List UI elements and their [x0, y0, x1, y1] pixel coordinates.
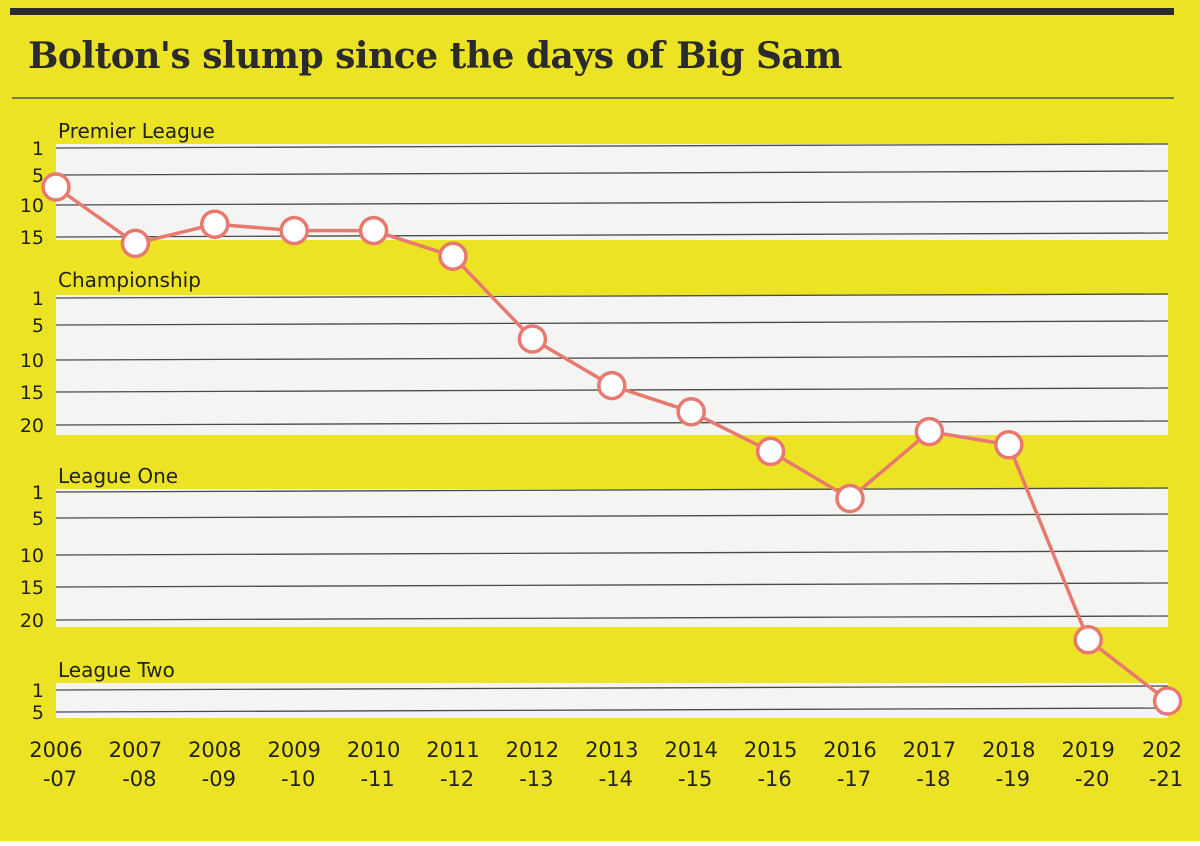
- season-label-202-21-suffix: -21: [1149, 767, 1183, 791]
- season-label-2009-10-suffix: -10: [281, 767, 315, 791]
- data-point-4: [279, 215, 309, 246]
- band-league-one: [56, 489, 1168, 627]
- season-label-2016-17-suffix: -17: [837, 767, 871, 791]
- season-label-2012-13-suffix: -13: [519, 767, 553, 791]
- data-point-13: [994, 430, 1024, 460]
- tick-label-league-two-5: 5: [32, 702, 44, 724]
- season-label-2014-15-suffix: -15: [678, 767, 712, 791]
- data-point-9: [676, 397, 706, 427]
- line-segment-14: [1086, 638, 1170, 703]
- data-point-14: [1073, 625, 1103, 655]
- line-segment-10: [768, 449, 852, 501]
- tick-label-league-one-15: 15: [20, 577, 44, 599]
- tick-label-championship-1: 1: [32, 288, 44, 310]
- season-label-2011-12-suffix: -12: [440, 767, 474, 791]
- line-segment-6: [451, 254, 535, 341]
- league-bands: [55, 143, 1169, 718]
- season-label-2018-19-year: 2018: [982, 738, 1035, 762]
- season-axis: 2006 -07 2007 -08 2008 -09 2009 -10 2010 -11 2011 -…: [29, 738, 1183, 791]
- line-segment-9: [689, 410, 773, 454]
- tick-label-championship-20: 20: [20, 415, 44, 437]
- season-label-2008-09-suffix: -09: [202, 767, 236, 791]
- tick-label-championship-5: 5: [32, 315, 44, 337]
- gridline-championship-10: [55, 355, 1169, 361]
- season-label-2019-20-year: 2019: [1061, 738, 1114, 762]
- season-label-2007-08-suffix: -08: [122, 767, 156, 791]
- tick-label-premier-league-15: 15: [20, 227, 44, 249]
- season-label-2016-17-year: 2016: [823, 738, 876, 762]
- data-point-3: [200, 209, 230, 239]
- season-label-202-21-year: 202: [1142, 738, 1182, 762]
- data-point-6: [438, 241, 468, 271]
- season-label-2013-14-year: 2013: [585, 738, 638, 762]
- band-premier-league: [56, 144, 1168, 240]
- line-segment-7: [530, 337, 614, 388]
- tick-label-league-one-5: 5: [32, 508, 44, 530]
- league-label-championship: Championship: [58, 268, 201, 292]
- season-label-2012-13-year: 2012: [506, 738, 559, 762]
- gridline-premier-league-15: [55, 232, 1169, 238]
- gridline-premier-league-1: [55, 143, 1169, 149]
- data-point-10: [755, 436, 786, 467]
- data-point-15: [1152, 686, 1183, 716]
- data-point-1: [41, 172, 71, 202]
- season-label-2009-10-year: 2009: [267, 738, 320, 762]
- data-point-7: [517, 324, 548, 354]
- season-label-2015-16-suffix: -16: [757, 767, 791, 791]
- season-label-2019-20-suffix: -20: [1075, 767, 1109, 791]
- line-segment-13: [1007, 443, 1090, 642]
- tick-label-premier-league-1: 1: [32, 138, 44, 160]
- gridline-premier-league-5: [55, 170, 1169, 176]
- position-markers: [41, 172, 1183, 716]
- data-point-12: [914, 416, 945, 447]
- league-label-league-one: League One: [58, 464, 178, 488]
- season-label-2010-11-year: 2010: [347, 738, 400, 762]
- data-point-11: [835, 483, 865, 514]
- league-label-league-two: League Two: [58, 658, 175, 682]
- data-point-5: [358, 215, 389, 246]
- tick-label-league-one-10: 10: [20, 545, 44, 567]
- gridline-league-two-1: [55, 685, 1169, 691]
- data-point-8: [597, 370, 627, 401]
- tick-label-league-one-1: 1: [32, 482, 44, 504]
- gridline-championship-1: [55, 293, 1169, 299]
- gridline-league-one-5: [55, 513, 1169, 519]
- tick-label-championship-15: 15: [20, 382, 44, 404]
- gridline-league-one-1: [55, 487, 1169, 493]
- band-championship: [56, 295, 1168, 435]
- data-point-2: [120, 228, 151, 259]
- season-label-2011-12-year: 2011: [426, 738, 479, 762]
- season-label-2017-18-suffix: -18: [916, 767, 950, 791]
- league-label-premier-league: Premier League: [58, 119, 215, 143]
- tick-label-premier-league-5: 5: [32, 165, 44, 187]
- season-label-2008-09-year: 2008: [188, 738, 241, 762]
- tick-label-league-one-20: 20: [20, 610, 44, 632]
- top-rule: [10, 8, 1174, 15]
- season-label-2017-18-year: 2017: [903, 738, 956, 762]
- gridline-league-one-10: [55, 550, 1169, 556]
- gridline-premier-league-10: [55, 200, 1169, 206]
- season-label-2014-15-year: 2014: [664, 738, 717, 762]
- season-label-2006-07-suffix: -07: [43, 767, 77, 791]
- line-segment-11: [848, 429, 932, 501]
- season-label-2007-08-year: 2007: [109, 738, 162, 762]
- line-segment-1: [54, 185, 138, 246]
- gridline-league-one-20: [55, 615, 1169, 621]
- chart-title: Bolton's slump since the days of Big Sam: [28, 35, 842, 77]
- tick-label-premier-league-10: 10: [20, 195, 44, 217]
- gridline-league-two-5: [55, 707, 1169, 713]
- tick-label-championship-10: 10: [20, 350, 44, 372]
- season-label-2018-19-suffix: -19: [996, 767, 1030, 791]
- gridline-championship-5: [55, 320, 1169, 326]
- gridline-league-one-15: [55, 582, 1169, 588]
- tick-label-league-two-1: 1: [32, 680, 44, 702]
- season-label-2013-14-suffix: -14: [599, 767, 633, 791]
- season-label-2006-07-year: 2006: [29, 738, 82, 762]
- season-label-2010-11-suffix: -11: [360, 767, 394, 791]
- gridline-championship-20: [55, 420, 1169, 426]
- season-label-2015-16-year: 2015: [744, 738, 797, 762]
